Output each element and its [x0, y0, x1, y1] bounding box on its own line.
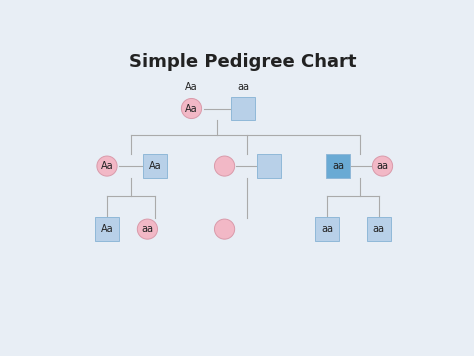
Ellipse shape [373, 156, 392, 176]
Text: aa: aa [332, 161, 345, 171]
Ellipse shape [97, 156, 117, 176]
Text: Aa: Aa [185, 82, 198, 91]
Text: Aa: Aa [185, 104, 198, 114]
Text: Simple Pedigree Chart: Simple Pedigree Chart [129, 53, 356, 71]
Text: aa: aa [321, 224, 333, 234]
FancyBboxPatch shape [316, 218, 339, 241]
Ellipse shape [214, 219, 235, 239]
Ellipse shape [137, 219, 157, 239]
Text: aa: aa [373, 224, 385, 234]
Text: aa: aa [141, 224, 154, 234]
FancyBboxPatch shape [95, 218, 119, 241]
FancyBboxPatch shape [231, 97, 255, 120]
Text: Aa: Aa [100, 224, 113, 234]
Text: aa: aa [237, 82, 249, 91]
Ellipse shape [214, 156, 235, 176]
Text: aa: aa [376, 161, 389, 171]
Ellipse shape [182, 99, 201, 119]
FancyBboxPatch shape [327, 155, 350, 178]
FancyBboxPatch shape [257, 155, 281, 178]
Text: Aa: Aa [148, 161, 161, 171]
FancyBboxPatch shape [367, 218, 391, 241]
Text: Aa: Aa [100, 161, 113, 171]
FancyBboxPatch shape [143, 155, 167, 178]
